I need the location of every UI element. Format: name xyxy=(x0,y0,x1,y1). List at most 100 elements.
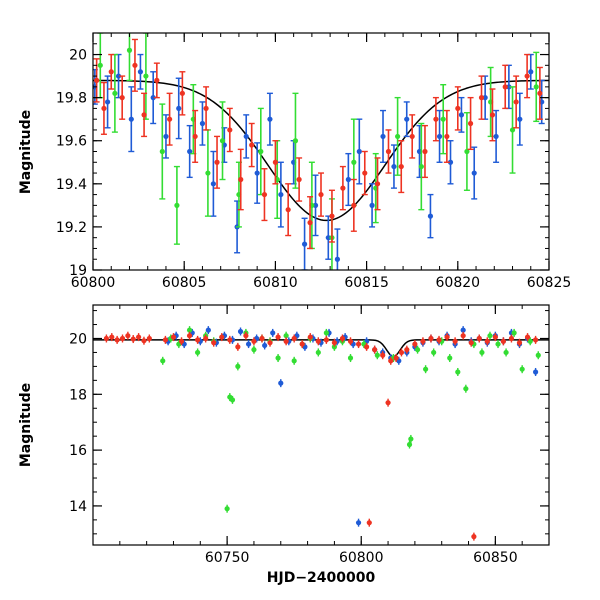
data-point xyxy=(154,77,160,83)
data-point xyxy=(351,202,357,208)
data-point xyxy=(464,148,470,155)
data-point xyxy=(132,62,138,68)
data-point xyxy=(186,333,193,339)
data-point xyxy=(406,441,413,448)
data-point xyxy=(315,338,321,344)
data-point xyxy=(205,170,211,176)
data-point xyxy=(409,133,415,140)
data-point xyxy=(109,334,115,340)
bottom-panel-frame xyxy=(92,304,550,546)
data-point xyxy=(141,112,147,118)
data-series-0 xyxy=(93,53,545,270)
data-point xyxy=(444,334,450,340)
data-point xyxy=(347,338,354,344)
x-tick-label: 60800 xyxy=(339,550,384,566)
data-point xyxy=(393,355,399,361)
data-point xyxy=(291,358,297,364)
data-point xyxy=(261,191,268,198)
data-point xyxy=(527,338,533,344)
data-point xyxy=(471,170,477,176)
data-point xyxy=(283,338,289,344)
data-point xyxy=(199,120,206,127)
data-point xyxy=(258,148,264,155)
data-point xyxy=(315,349,321,356)
data-point xyxy=(458,112,465,118)
data-point xyxy=(104,99,111,105)
data-point xyxy=(374,181,381,187)
data-point xyxy=(119,95,125,101)
data-point xyxy=(115,73,122,79)
data-point xyxy=(219,334,225,340)
data-point xyxy=(355,520,362,526)
data-point xyxy=(141,338,147,344)
data-point xyxy=(143,73,149,79)
data-point xyxy=(366,520,372,526)
data-point xyxy=(179,90,185,96)
data-point xyxy=(508,335,515,342)
x-tick-label: 60815 xyxy=(344,275,389,291)
data-point xyxy=(489,112,496,118)
data-point xyxy=(420,338,426,344)
x-tick-label: 60805 xyxy=(162,275,207,291)
data-point xyxy=(126,47,133,53)
bottom-panel-ticks: 60750 60800 60850 14 16 18 20 xyxy=(69,305,550,566)
data-point xyxy=(398,163,404,170)
data-point xyxy=(307,334,313,340)
data-point xyxy=(444,133,450,140)
y-tick-label: 19.2 xyxy=(56,220,87,236)
data-point xyxy=(249,142,255,148)
data-point xyxy=(524,73,530,79)
data-point xyxy=(296,176,302,183)
bottom-y-axis-label: Magnitude xyxy=(18,383,34,467)
data-point xyxy=(238,176,244,183)
data-point xyxy=(251,338,257,344)
data-series-2 xyxy=(103,331,539,541)
data-point xyxy=(364,344,370,350)
y-tick-label: 19.6 xyxy=(56,134,87,150)
data-point xyxy=(94,77,100,83)
data-point xyxy=(537,90,543,96)
data-point xyxy=(301,241,308,247)
data-series-1 xyxy=(97,33,540,270)
data-point xyxy=(452,338,458,344)
data-point xyxy=(345,176,351,183)
data-point xyxy=(224,506,230,512)
data-point xyxy=(356,148,362,155)
data-point xyxy=(323,330,329,336)
data-point xyxy=(533,84,539,90)
data-point xyxy=(347,355,354,361)
top-y-axis-label: Magnitude xyxy=(18,110,34,194)
data-point xyxy=(163,133,169,140)
data-point xyxy=(431,349,437,356)
data-point xyxy=(331,340,338,346)
data-point xyxy=(192,133,198,140)
data-point xyxy=(251,347,257,353)
data-point xyxy=(174,202,180,208)
data-point xyxy=(97,62,103,68)
data-point xyxy=(414,347,421,353)
data-point xyxy=(291,335,297,342)
data-point xyxy=(214,159,220,165)
data-point xyxy=(235,363,241,369)
data-point xyxy=(187,148,193,155)
data-series-1 xyxy=(160,326,541,513)
x-tick-label: 60820 xyxy=(436,275,481,291)
data-point xyxy=(380,133,386,140)
data-point xyxy=(159,148,165,155)
data-point xyxy=(283,333,289,339)
data-point xyxy=(467,120,474,127)
data-point xyxy=(299,341,305,347)
data-point xyxy=(528,69,534,75)
data-point xyxy=(495,341,501,347)
data-point xyxy=(203,335,209,342)
data-point xyxy=(516,340,523,346)
data-point xyxy=(112,90,118,96)
data-point xyxy=(484,338,490,344)
data-point xyxy=(471,534,477,540)
data-point xyxy=(418,163,424,170)
y-tick-label: 19.8 xyxy=(56,91,87,107)
data-point xyxy=(455,105,461,112)
data-point xyxy=(178,338,185,344)
data-point xyxy=(388,358,394,364)
